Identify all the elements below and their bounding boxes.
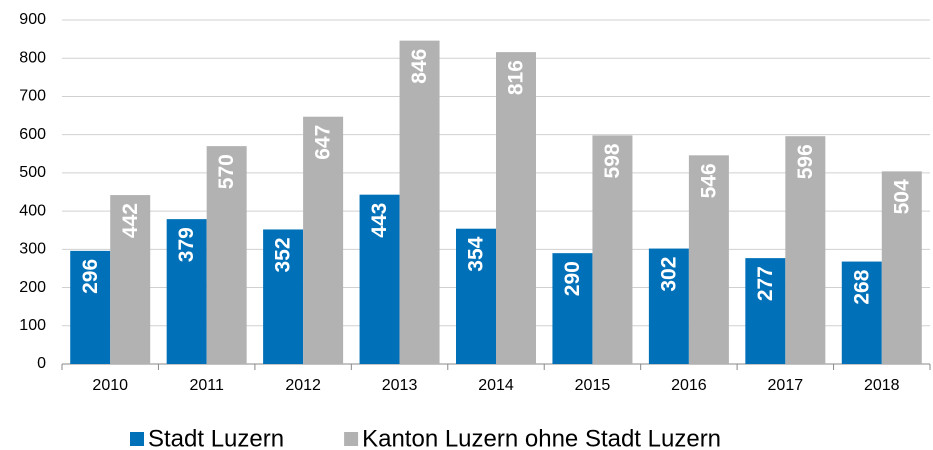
value-label: 354 — [465, 236, 488, 271]
bar — [592, 135, 633, 364]
bar — [70, 250, 111, 364]
y-tick-label: 200 — [19, 279, 46, 296]
bar — [359, 194, 400, 364]
y-tick-label: 800 — [19, 49, 46, 66]
x-tick-label: 2012 — [285, 377, 321, 394]
bar — [166, 219, 207, 364]
value-label: 596 — [794, 144, 817, 179]
value-label: 352 — [272, 237, 295, 272]
bar — [110, 195, 151, 364]
x-tick-label: 2016 — [671, 377, 707, 394]
x-tick-label: 2015 — [575, 377, 611, 394]
y-tick-label: 0 — [37, 355, 46, 372]
y-tick-label: 600 — [19, 126, 46, 143]
value-label: 290 — [561, 261, 584, 296]
bar — [648, 248, 689, 364]
value-label: 268 — [850, 269, 873, 304]
bar — [496, 52, 536, 365]
bar — [303, 116, 344, 364]
bar — [263, 229, 304, 364]
y-tick-label: 500 — [19, 164, 46, 181]
value-label: 570 — [215, 154, 238, 189]
y-tick-label: 100 — [19, 317, 46, 334]
bar — [785, 136, 826, 364]
x-tick-label: 2017 — [768, 377, 804, 394]
bar — [552, 253, 593, 364]
x-tick-label: 2011 — [189, 377, 224, 394]
value-label: 443 — [368, 203, 391, 238]
y-tick-label: 300 — [19, 241, 46, 258]
value-label: 846 — [408, 49, 431, 84]
legend-label: Stadt Luzern — [148, 425, 284, 450]
x-tick-label: 2013 — [382, 377, 418, 394]
value-label: 598 — [601, 143, 624, 178]
value-label: 546 — [697, 163, 720, 198]
y-tick-label: 400 — [19, 202, 46, 219]
value-label: 302 — [657, 257, 680, 292]
y-tick-label: 900 — [19, 11, 46, 28]
x-tick-label: 2014 — [478, 377, 514, 394]
x-tick-label: 2018 — [864, 377, 900, 394]
bar — [206, 146, 247, 364]
value-label: 442 — [119, 203, 142, 238]
legend-label: Kanton Luzern ohne Stadt Luzern — [362, 425, 721, 450]
bar — [745, 258, 786, 364]
value-label: 647 — [312, 125, 335, 160]
legend-swatch — [344, 432, 359, 446]
value-label: 504 — [890, 179, 913, 214]
bar — [688, 155, 729, 364]
value-label: 816 — [505, 60, 528, 95]
y-tick-label: 700 — [19, 88, 46, 105]
bar — [456, 228, 496, 364]
bar — [399, 40, 440, 364]
x-tick-label: 2010 — [92, 377, 128, 394]
value-label: 277 — [754, 266, 777, 301]
legend-swatch — [130, 432, 144, 446]
value-label: 379 — [175, 227, 198, 262]
bar — [881, 171, 922, 364]
bar — [841, 261, 882, 364]
value-label: 296 — [79, 259, 102, 294]
